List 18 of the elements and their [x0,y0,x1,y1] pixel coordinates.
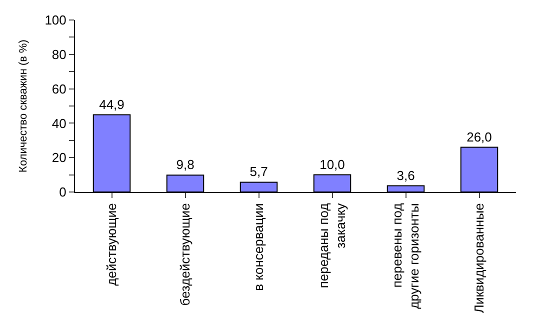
y-tick-label: 20 [52,150,66,166]
data-label: 5,7 [250,164,268,180]
y-tick-label: 0 [59,184,66,200]
x-tick-label: в консервации [250,203,266,291]
x-tick-label: Ликвидированные [471,203,486,314]
data-label: 3,6 [396,168,415,183]
x-tick-label: бездействующие [177,203,192,306]
data-label: 26,0 [466,129,492,144]
x-tick-label: действующие [104,203,119,286]
data-label: 10,0 [320,156,345,172]
x-tick-label: переданы под закачку [316,202,348,288]
data-label: 9,8 [176,157,194,172]
y-tick-label: 60 [52,81,66,96]
data-label: 44,9 [99,96,124,112]
y-tick-label: 80 [52,46,66,62]
y-tick-label: 100 [44,12,66,28]
y-tick-label: 40 [52,116,66,131]
y-axis-title: Количество скважин (в %) [17,40,30,172]
